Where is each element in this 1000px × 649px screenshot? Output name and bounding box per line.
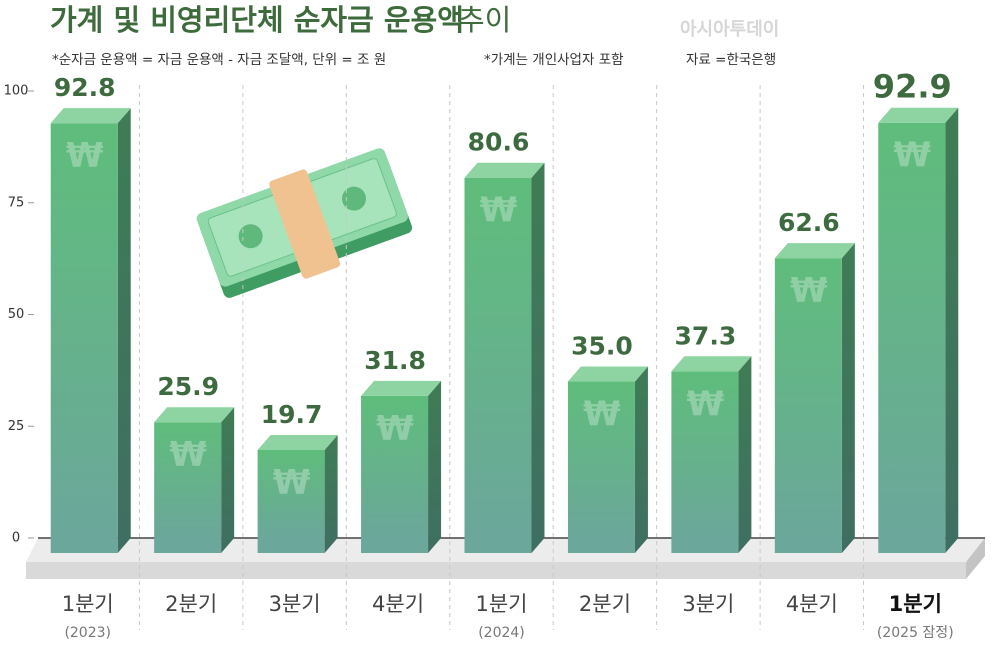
value-label: 19.7: [261, 400, 323, 429]
y-tick-label: 75: [8, 195, 25, 210]
value-label: 37.3: [675, 321, 737, 350]
bar-symbol: ₩: [376, 408, 414, 448]
y-tick-label: 0: [12, 531, 20, 546]
x-tick-note: (2023): [64, 625, 111, 641]
bar: [361, 395, 429, 538]
bar-base: [154, 538, 222, 553]
bar: [154, 422, 222, 538]
x-tick-label: 2분기: [579, 592, 631, 616]
bar-top: [464, 162, 545, 178]
bar-symbol: ₩: [480, 190, 518, 230]
x-tick-label: 4분기: [372, 592, 424, 616]
value-label: 80.6: [468, 128, 530, 157]
x-tick-note: (2025 잠정): [877, 625, 954, 641]
bar-base: [257, 538, 325, 553]
y-tick-label: 100: [4, 84, 29, 99]
bar-side: [945, 107, 959, 553]
chart-title-suffix: 추이: [458, 3, 511, 37]
floor-side: [966, 538, 985, 579]
bar-side: [428, 380, 442, 553]
bar: [50, 123, 118, 539]
bar-top: [257, 434, 338, 450]
bar-base: [567, 538, 635, 553]
x-tick-label: 1분기: [889, 592, 942, 616]
bar-top: [361, 380, 442, 396]
bar-symbol: ₩: [687, 384, 725, 424]
bar-base: [878, 538, 946, 553]
bar: [774, 258, 842, 538]
bar-base: [671, 538, 739, 553]
note: *순자금 운용액 = 자금 운용액 - 자금 조달액, 단위 = 조 원: [52, 52, 386, 68]
x-tick-label: 3분기: [682, 592, 734, 616]
money-illustration: [196, 148, 413, 298]
bar: [464, 177, 532, 538]
value-label: 92.8: [54, 73, 116, 102]
bar-side: [531, 162, 545, 553]
y-tick-label: 50: [8, 307, 25, 322]
bar-side: [221, 407, 235, 553]
bar-top: [50, 108, 131, 124]
bar-symbol: ₩: [790, 271, 828, 311]
value-label: 62.6: [778, 208, 840, 237]
bar-top: [671, 356, 752, 372]
bar-side: [634, 366, 648, 553]
bar-side: [738, 356, 752, 553]
bar-side: [841, 243, 855, 554]
x-tick-label: 4분기: [786, 592, 838, 616]
bar: [671, 371, 739, 538]
bar-symbol: ₩: [273, 462, 311, 502]
bar-base: [464, 538, 532, 553]
bar-top: [567, 366, 648, 382]
note: *가계는 개인사업자 포함: [484, 52, 624, 68]
source: 자료 =한국은행: [686, 52, 776, 68]
value-label: 31.8: [364, 346, 426, 375]
chart-title: 가계 및 비영리단체 순자금 운용액: [50, 3, 464, 37]
x-tick-label: 1분기: [62, 592, 114, 616]
bar-base: [50, 538, 118, 553]
value-label: 92.9: [873, 68, 952, 106]
bar: [878, 122, 946, 538]
x-tick-label: 3분기: [269, 592, 321, 616]
x-tick-note: (2024): [478, 625, 525, 641]
y-tick-label: 25: [8, 419, 25, 434]
bar-top: [154, 407, 235, 423]
floor-front: [26, 562, 966, 579]
bar-base: [361, 538, 429, 553]
bar-side: [117, 108, 131, 554]
bar-symbol: ₩: [583, 394, 621, 434]
bar-top: [774, 243, 855, 259]
bar-base: [774, 538, 842, 553]
bar: [567, 381, 635, 538]
bar-symbol: ₩: [169, 435, 207, 475]
value-label: 35.0: [571, 332, 633, 361]
value-label: 25.9: [157, 372, 219, 401]
bar: [257, 449, 325, 538]
watermark: 아시아투데이: [680, 19, 779, 40]
bar-symbol: ₩: [66, 136, 104, 176]
x-tick-label: 1분기: [475, 592, 527, 616]
x-tick-label: 2분기: [165, 592, 217, 616]
bar-symbol: ₩: [894, 135, 932, 175]
bar-side: [324, 434, 338, 553]
bar-top: [878, 107, 959, 123]
